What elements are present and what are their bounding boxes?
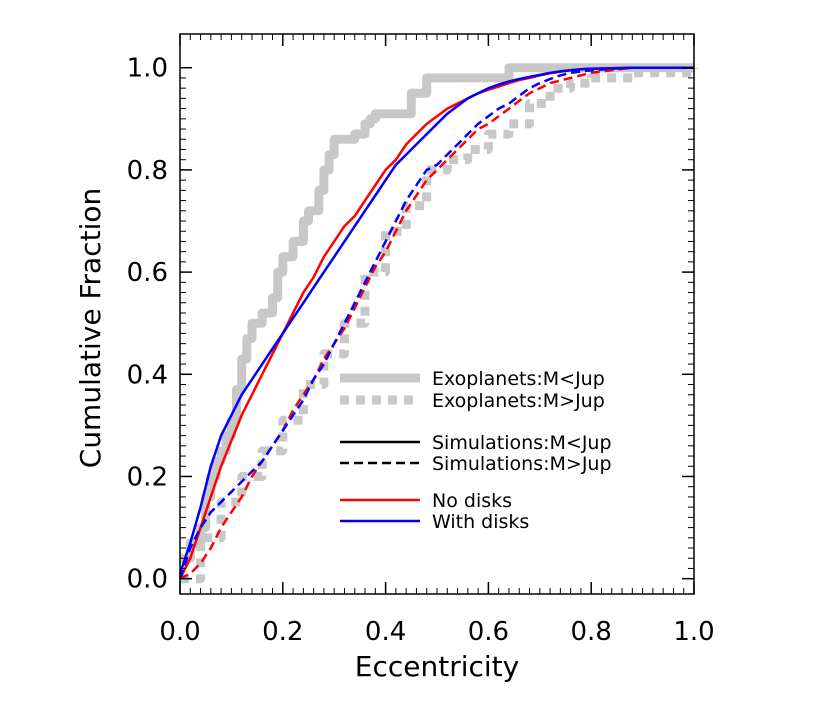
x-axis-label: Eccentricity xyxy=(355,650,519,683)
x-tick-label: 0.6 xyxy=(468,617,509,647)
y-axis-label: Cumulative Fraction xyxy=(74,188,107,468)
x-tick-label: 1.0 xyxy=(673,617,714,647)
series-line-0 xyxy=(180,63,694,563)
legend-label: With disks xyxy=(432,511,529,533)
legend-label: Simulations:M>Jup xyxy=(432,453,612,475)
y-tick-label: 0.2 xyxy=(127,462,168,492)
y-tick-label: 1.0 xyxy=(127,54,168,84)
legend-label: Exoplanets:M>Jup xyxy=(432,390,605,412)
y-tick-label: 0.6 xyxy=(127,258,168,288)
y-tick-label: 0.8 xyxy=(127,156,168,186)
tick-labels-layer: 0.0 0.0 0.2 0.2 0.4 0.4 0.6 0.6 0.8 0.8 1.0 1.0 xyxy=(127,54,715,647)
x-tick-label: 0.8 xyxy=(571,617,612,647)
series-line-4 xyxy=(178,66,694,574)
x-tick-label: 0.0 xyxy=(159,617,200,647)
legend-label: Exoplanets:M<Jup xyxy=(432,368,605,390)
x-tick-label: 0.4 xyxy=(365,617,406,647)
ticks-layer xyxy=(179,34,695,594)
series-line-3 xyxy=(179,66,694,580)
legend-label: No disks xyxy=(432,490,512,512)
y-tick-label: 0.4 xyxy=(127,360,168,390)
x-tick-label: 0.2 xyxy=(262,617,303,647)
legend-label: Simulations:M<Jup xyxy=(432,432,612,454)
series-layer xyxy=(178,63,699,584)
y-tick-label: 0.0 xyxy=(127,565,168,595)
